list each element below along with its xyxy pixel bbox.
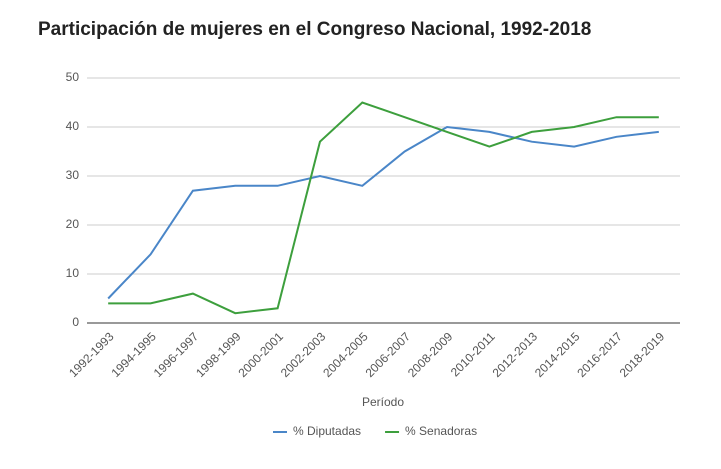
x-tick-label: 2018-2019 [617, 329, 668, 380]
x-tick-label: 1996-1997 [151, 329, 202, 380]
chart-title: Participación de mujeres en el Congreso … [38, 19, 591, 40]
x-tick-label: 1998-1999 [193, 329, 244, 380]
x-tick-label: 2004-2005 [320, 329, 371, 380]
series-line [108, 101, 659, 315]
x-tick-label: 2000-2001 [235, 329, 286, 380]
y-tick-label: 0 [72, 315, 79, 329]
series-line [107, 125, 659, 300]
x-tick-label: 2014-2015 [532, 329, 583, 380]
y-tick-label: 50 [66, 70, 80, 84]
x-tick-label: 2002-2003 [278, 329, 329, 380]
y-tick-label: 30 [66, 168, 80, 182]
y-tick-label: 20 [66, 217, 80, 231]
legend-label: % Diputadas [293, 424, 361, 438]
x-tick-label: 2012-2013 [490, 329, 541, 380]
y-tick-label: 10 [66, 266, 80, 280]
x-tick-label: 2008-2009 [405, 329, 456, 380]
x-tick-label: 1992-1993 [66, 329, 117, 380]
x-axis-label: Período [362, 395, 404, 409]
x-tick-label: 2016-2017 [574, 329, 625, 380]
x-tick-label: 1994-1995 [108, 329, 159, 380]
legend-label: % Senadoras [405, 424, 477, 438]
x-tick-label: 2006-2007 [363, 329, 414, 380]
y-tick-label: 40 [66, 119, 80, 133]
